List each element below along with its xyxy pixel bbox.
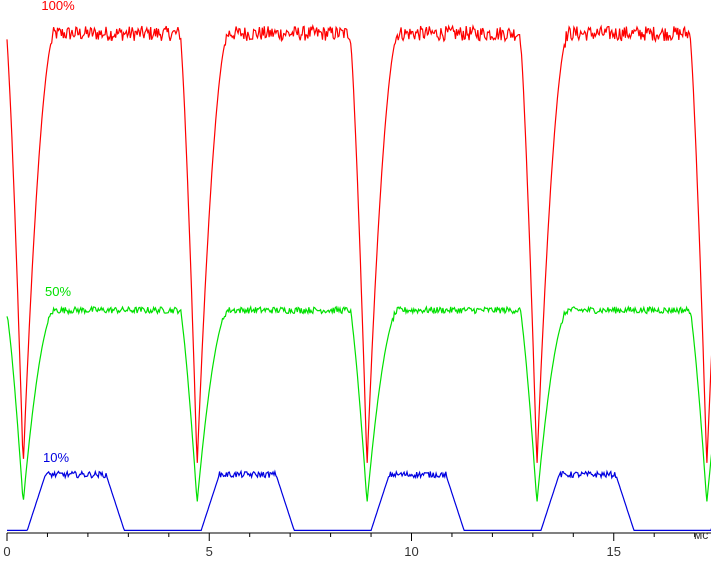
x-axis-unit-label: мс (694, 528, 708, 542)
series-layer (6, 23, 711, 531)
series-line-0 (6, 23, 711, 463)
x-tick-label: 10 (404, 544, 418, 559)
x-tick-label: 0 (3, 544, 10, 559)
series-label-1: 50% (45, 284, 71, 299)
series-label-0: 100% (41, 0, 75, 13)
series-label-2: 10% (43, 450, 69, 465)
x-tick-label: 15 (607, 544, 621, 559)
x-axis: 051015202530мс (3, 528, 711, 559)
series-line-2 (7, 469, 711, 531)
series-labels: 100% 50% 10% (41, 0, 75, 465)
x-tick-label: 5 (206, 544, 213, 559)
series-line-1 (6, 304, 711, 502)
